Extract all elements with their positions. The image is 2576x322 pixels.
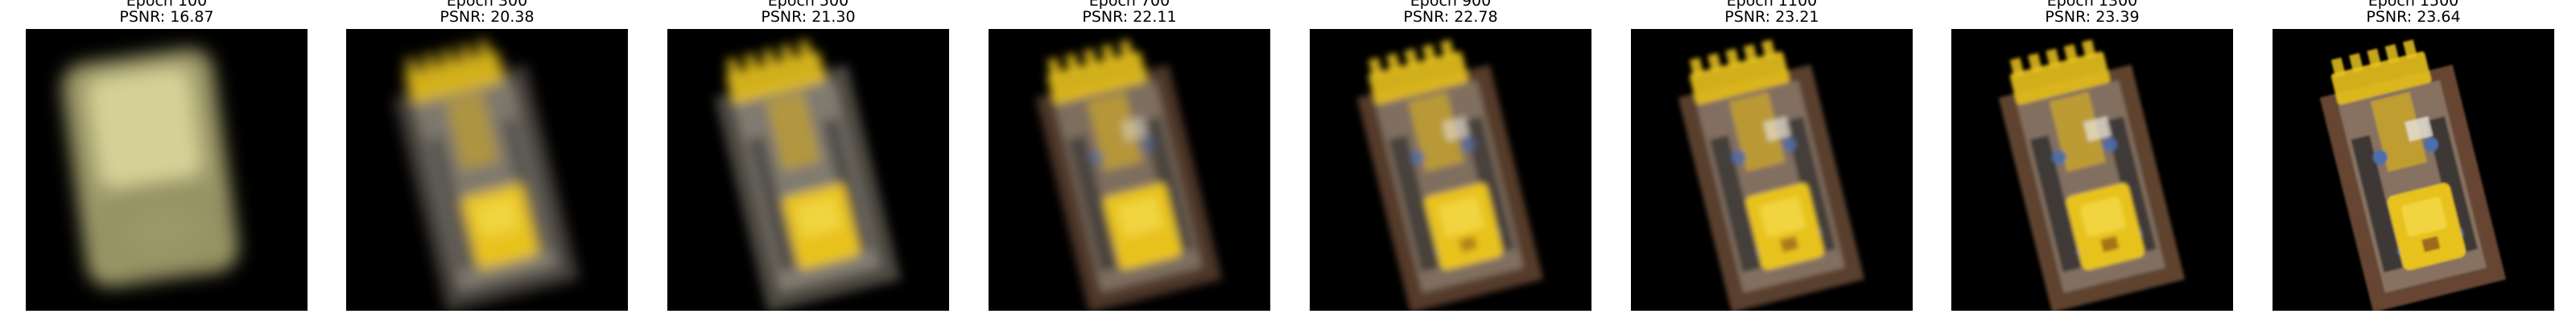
bulldozer-render bbox=[667, 29, 949, 311]
epoch-label: Epoch 300 bbox=[446, 0, 528, 10]
render-image bbox=[1310, 29, 1591, 311]
render-image bbox=[26, 29, 308, 311]
panel-caption: Epoch 500 PSNR: 21.30 bbox=[667, 0, 949, 25]
panel-caption: Epoch 900 PSNR: 22.78 bbox=[1310, 0, 1591, 25]
psnr-label: PSNR: 23.64 bbox=[2366, 8, 2461, 26]
render-image bbox=[667, 29, 949, 311]
psnr-label: PSNR: 22.78 bbox=[1403, 8, 1498, 26]
bulldozer-render bbox=[1310, 29, 1591, 311]
panel-caption: Epoch 100 PSNR: 16.87 bbox=[26, 0, 308, 25]
panel-epoch-2: Epoch 300 PSNR: 20.38 bbox=[346, 0, 628, 322]
panel-caption: Epoch 1100 PSNR: 23.21 bbox=[1631, 0, 1913, 25]
panel-epoch-5: Epoch 900 PSNR: 22.78 bbox=[1310, 0, 1591, 322]
render-image bbox=[2273, 29, 2554, 311]
render-image bbox=[1631, 29, 1913, 311]
psnr-label: PSNR: 23.21 bbox=[1724, 8, 1819, 26]
panel-epoch-7: Epoch 1300 PSNR: 23.39 bbox=[1951, 0, 2233, 322]
panel-caption: Epoch 1500 PSNR: 23.64 bbox=[2273, 0, 2554, 25]
psnr-label: PSNR: 16.87 bbox=[119, 8, 214, 26]
panel-epoch-4: Epoch 700 PSNR: 22.11 bbox=[989, 0, 1270, 322]
psnr-label: PSNR: 20.38 bbox=[440, 8, 535, 26]
bulldozer-render bbox=[2273, 29, 2554, 311]
panel-epoch-3: Epoch 500 PSNR: 21.30 bbox=[667, 0, 949, 322]
epoch-label: Epoch 1500 bbox=[2368, 0, 2459, 10]
render-image bbox=[1951, 29, 2233, 311]
epoch-label: Epoch 900 bbox=[1410, 0, 1492, 10]
panel-epoch-1: Epoch 100 PSNR: 16.87 bbox=[26, 0, 308, 322]
bulldozer-render bbox=[989, 29, 1270, 311]
epoch-label: Epoch 500 bbox=[767, 0, 849, 10]
bulldozer-render bbox=[26, 29, 308, 311]
render-image bbox=[346, 29, 628, 311]
psnr-label: PSNR: 21.30 bbox=[761, 8, 856, 26]
render-image bbox=[989, 29, 1270, 311]
bulldozer-render bbox=[1951, 29, 2233, 311]
psnr-label: PSNR: 22.11 bbox=[1082, 8, 1177, 26]
epoch-label: Epoch 1300 bbox=[2046, 0, 2138, 10]
panel-caption: Epoch 700 PSNR: 22.11 bbox=[989, 0, 1270, 25]
panel-epoch-6: Epoch 1100 PSNR: 23.21 bbox=[1631, 0, 1913, 322]
psnr-label: PSNR: 23.39 bbox=[2045, 8, 2140, 26]
panel-caption: Epoch 1300 PSNR: 23.39 bbox=[1951, 0, 2233, 25]
bulldozer-render bbox=[1631, 29, 1913, 311]
epoch-label: Epoch 700 bbox=[1088, 0, 1170, 10]
panel-epoch-8: Epoch 1500 PSNR: 23.64 bbox=[2273, 0, 2554, 322]
panel-caption: Epoch 300 PSNR: 20.38 bbox=[346, 0, 628, 25]
epoch-label: Epoch 100 bbox=[126, 0, 208, 10]
bulldozer-render bbox=[346, 29, 628, 311]
epoch-label: Epoch 1100 bbox=[1726, 0, 1818, 10]
